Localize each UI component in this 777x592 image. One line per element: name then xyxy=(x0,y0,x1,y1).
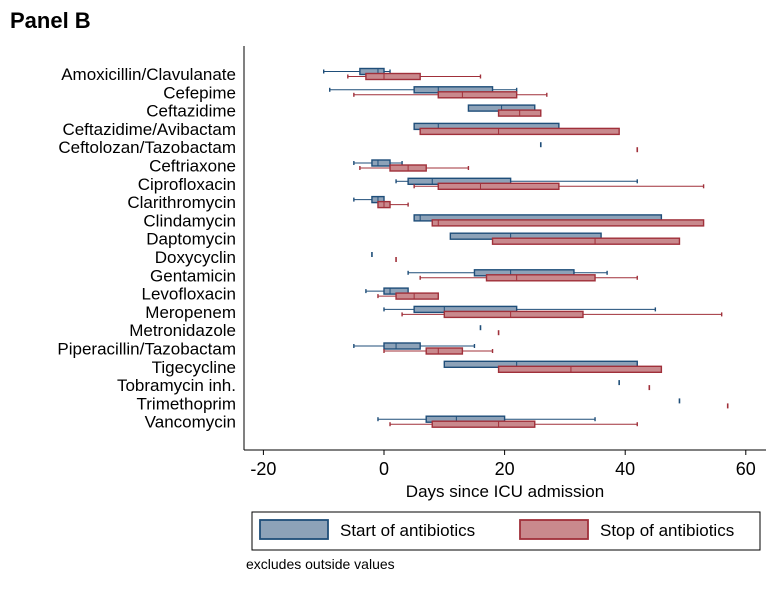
category-label: Ceftriaxone xyxy=(149,157,236,176)
iqr-box xyxy=(425,347,464,355)
category-label: Tigecycline xyxy=(152,358,236,377)
category-label: Ceftazidime xyxy=(146,102,236,121)
legend-frame xyxy=(251,511,761,551)
box-stop xyxy=(389,420,638,428)
category-label: Piperacillin/Tazobactam xyxy=(57,340,236,359)
box-stop xyxy=(359,164,470,172)
iqr-box xyxy=(431,420,536,428)
iqr-box xyxy=(431,219,705,227)
x-tick-label: 0 xyxy=(379,459,389,479)
box-stop xyxy=(497,365,663,373)
category-label: Daptomycin xyxy=(146,230,236,249)
category-label: Ciprofloxacin xyxy=(138,175,236,194)
box-stop xyxy=(383,347,494,355)
box-stop xyxy=(401,310,723,319)
category-label: Ceftazidime/Avibactam xyxy=(62,120,236,139)
box-stop xyxy=(377,200,409,209)
category-labels: Amoxicillin/ClavulanateCefepimeCeftazidi… xyxy=(57,65,236,432)
box-stop xyxy=(413,182,705,191)
x-tick-label: -20 xyxy=(250,459,276,479)
category-label: Ceftolozan/Tazobactam xyxy=(58,138,236,157)
box-stop xyxy=(377,292,439,300)
x-tick-label: 40 xyxy=(615,459,635,479)
x-tick-label: 20 xyxy=(495,459,515,479)
box-stop xyxy=(419,274,638,282)
panel-title: Panel B xyxy=(10,8,91,33)
iqr-box xyxy=(485,274,596,282)
box-stop xyxy=(431,219,705,227)
box-stop xyxy=(353,91,548,99)
axes-layer: -20 0 20 40 60 Days since ICU admission xyxy=(243,46,766,501)
legend-label: Stop of antibiotics xyxy=(600,521,734,540)
category-label: Levofloxacin xyxy=(141,285,236,304)
iqr-box xyxy=(497,365,663,373)
category-label: Vancomycin xyxy=(145,413,236,432)
category-label: Metronidazole xyxy=(129,321,236,340)
legend-label: Start of antibiotics xyxy=(340,521,475,540)
box-stop xyxy=(497,109,542,117)
category-label: Doxycyclin xyxy=(155,248,236,267)
category-label: Cefepime xyxy=(163,83,236,102)
legend: Start of antibiotics Stop of antibiotics xyxy=(251,511,761,551)
category-label: Clindamycin xyxy=(143,211,236,230)
iqr-box xyxy=(437,91,518,99)
legend-swatch xyxy=(259,519,329,540)
iqr-box xyxy=(371,159,391,167)
box-stop xyxy=(491,237,681,245)
iqr-box xyxy=(365,72,421,81)
box-stop xyxy=(419,127,620,136)
category-label: Trimethoprim xyxy=(137,394,237,413)
iqr-box xyxy=(437,182,560,191)
boxes-layer xyxy=(323,67,729,428)
category-label: Clarithromycin xyxy=(127,193,236,212)
box-start xyxy=(353,159,403,167)
category-label: Gentamicin xyxy=(150,266,236,285)
category-label: Meropenem xyxy=(145,303,236,322)
iqr-box xyxy=(443,310,584,319)
box-stop xyxy=(347,72,482,81)
iqr-box xyxy=(395,292,439,300)
iqr-box xyxy=(491,237,681,245)
x-axis-label: Days since ICU admission xyxy=(406,482,604,501)
footnote: excludes outside values xyxy=(246,556,395,572)
iqr-box xyxy=(383,342,421,350)
category-label: Tobramycin inh. xyxy=(117,376,236,395)
category-label: Amoxicillin/Clavulanate xyxy=(61,65,236,84)
box-start xyxy=(353,342,476,350)
iqr-box xyxy=(419,127,620,136)
legend-swatch xyxy=(519,519,589,540)
x-tick-label: 60 xyxy=(736,459,756,479)
